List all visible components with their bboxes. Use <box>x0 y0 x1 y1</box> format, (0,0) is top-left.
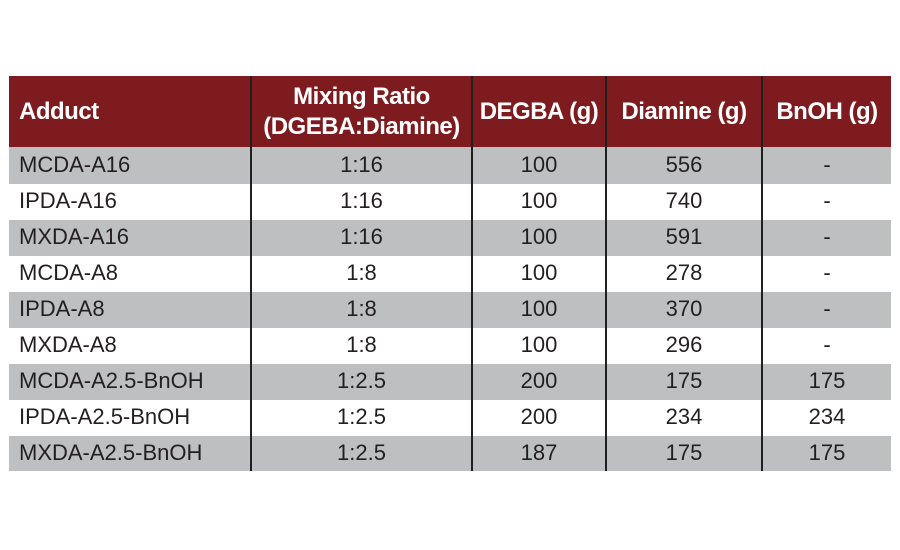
cell-degba: 200 <box>471 398 606 435</box>
cell-adduct: MCDA-A8 <box>9 254 251 291</box>
cell-bnoh: - <box>761 147 891 183</box>
header-mixing-ratio-line1: Mixing Ratio <box>293 82 430 110</box>
cell-bnoh: - <box>761 254 891 291</box>
cell-bnoh: 175 <box>761 362 891 399</box>
header-adduct: Adduct <box>19 97 99 125</box>
cell-degba: 100 <box>471 326 606 363</box>
cell-degba: 100 <box>471 254 606 291</box>
table-row: MXDA-A8 1:8 100 296 - <box>9 326 891 363</box>
cell-diamine: 296 <box>605 326 762 363</box>
table-row: MCDA-A16 1:16 100 556 - <box>9 147 891 183</box>
cell-ratio: 1:8 <box>250 254 472 291</box>
cell-diamine: 175 <box>605 434 762 471</box>
table-row: IPDA-A2.5-BnOH 1:2.5 200 234 234 <box>9 398 891 435</box>
cell-ratio: 1:16 <box>250 218 472 255</box>
cell-bnoh: 175 <box>761 434 891 471</box>
cell-adduct: MXDA-A16 <box>9 218 251 255</box>
cell-bnoh: - <box>761 326 891 363</box>
cell-bnoh: - <box>761 290 891 327</box>
cell-degba: 100 <box>471 218 606 255</box>
cell-diamine: 234 <box>605 398 762 435</box>
table-row: MXDA-A2.5-BnOH 1:2.5 187 175 175 <box>9 434 891 471</box>
cell-degba: 100 <box>471 182 606 219</box>
header-mixing-ratio-line2: (DGEBA:Diamine) <box>263 112 460 140</box>
cell-ratio: 1:2.5 <box>250 434 472 471</box>
cell-ratio: 1:2.5 <box>250 398 472 435</box>
cell-bnoh: - <box>761 182 891 219</box>
cell-diamine: 556 <box>605 147 762 183</box>
cell-degba: 200 <box>471 362 606 399</box>
cell-ratio: 1:8 <box>250 290 472 327</box>
cell-ratio: 1:8 <box>250 326 472 363</box>
cell-diamine: 591 <box>605 218 762 255</box>
table-row: MXDA-A16 1:16 100 591 - <box>9 218 891 255</box>
adduct-formulation-table: Adduct Mixing Ratio (DGEBA:Diamine) DEGB… <box>9 76 891 471</box>
cell-ratio: 1:16 <box>250 182 472 219</box>
table-body: MCDA-A16 1:16 100 556 - IPDA-A16 1:16 10… <box>9 147 891 471</box>
table-header: Adduct Mixing Ratio (DGEBA:Diamine) DEGB… <box>9 76 891 147</box>
cell-adduct: MCDA-A2.5-BnOH <box>9 362 251 399</box>
header-degba: DEGBA (g) <box>471 76 606 147</box>
cell-adduct: MCDA-A16 <box>19 151 131 177</box>
cell-bnoh: - <box>761 218 891 255</box>
header-bnoh: BnOH (g) <box>761 76 891 147</box>
header-mixing-ratio: Mixing Ratio (DGEBA:Diamine) <box>250 76 472 147</box>
cell-degba: 100 <box>471 290 606 327</box>
cell-adduct: IPDA-A2.5-BnOH <box>9 398 251 435</box>
cell-bnoh: 234 <box>761 398 891 435</box>
table-row: MCDA-A2.5-BnOH 1:2.5 200 175 175 <box>9 362 891 399</box>
cell-degba: 100 <box>471 147 606 183</box>
cell-ratio: 1:16 <box>250 147 472 183</box>
cell-diamine: 278 <box>605 254 762 291</box>
header-row: Adduct Mixing Ratio (DGEBA:Diamine) DEGB… <box>9 76 891 147</box>
cell-diamine: 175 <box>605 362 762 399</box>
table-row: IPDA-A16 1:16 100 740 - <box>9 182 891 219</box>
table-row: IPDA-A8 1:8 100 370 - <box>9 290 891 327</box>
cell-diamine: 370 <box>605 290 762 327</box>
cell-adduct: IPDA-A8 <box>9 290 251 327</box>
cell-adduct: MXDA-A8 <box>9 326 251 363</box>
cell-degba: 187 <box>471 434 606 471</box>
cell-adduct: IPDA-A16 <box>9 182 251 219</box>
cell-adduct: MXDA-A2.5-BnOH <box>9 434 251 471</box>
header-diamine: Diamine (g) <box>605 76 762 147</box>
cell-ratio: 1:2.5 <box>250 362 472 399</box>
table-row: MCDA-A8 1:8 100 278 - <box>9 254 891 291</box>
cell-diamine: 740 <box>605 182 762 219</box>
